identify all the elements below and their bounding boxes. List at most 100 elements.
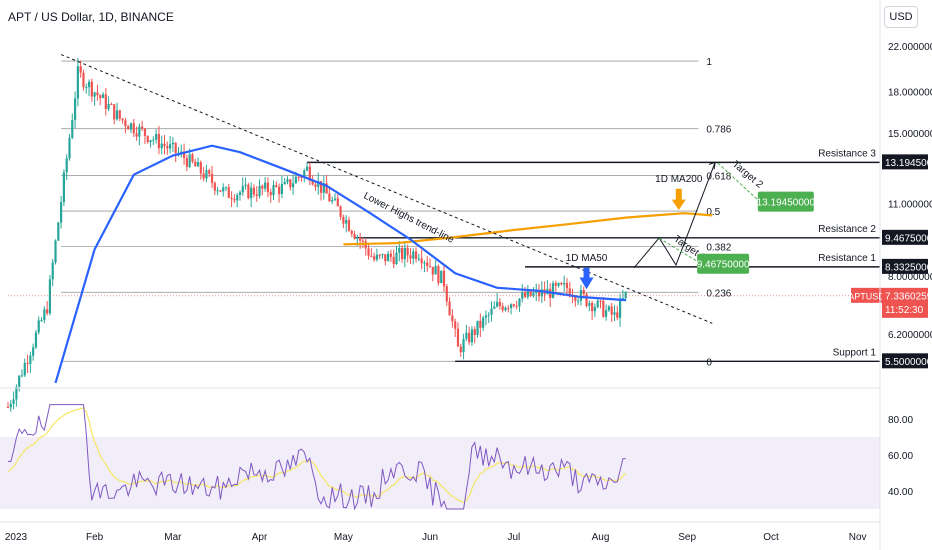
y-tick-label: 18.00000000 bbox=[888, 88, 932, 99]
candle-body bbox=[389, 253, 392, 257]
candle-body bbox=[300, 176, 303, 178]
candle-body bbox=[124, 120, 127, 127]
candle-body bbox=[532, 292, 535, 297]
candle-body bbox=[62, 172, 65, 203]
fib-label: 1 bbox=[706, 57, 712, 68]
candle-body bbox=[216, 190, 219, 192]
candle-body bbox=[487, 314, 490, 316]
candle-body bbox=[456, 328, 460, 347]
candle-body bbox=[188, 154, 191, 167]
candle-body bbox=[331, 199, 334, 202]
fib-label: 0.5 bbox=[706, 207, 720, 218]
fib-label: 0.382 bbox=[706, 242, 731, 253]
candle-body bbox=[46, 309, 49, 314]
candle-body bbox=[607, 306, 610, 311]
candle-body bbox=[180, 151, 183, 153]
candle-body bbox=[129, 123, 133, 130]
candle-body bbox=[507, 307, 510, 309]
candle-body bbox=[297, 176, 300, 178]
candle-body bbox=[591, 303, 594, 312]
candle-body bbox=[110, 103, 113, 105]
candle-body bbox=[423, 262, 426, 264]
candle-body bbox=[490, 308, 493, 315]
candle-body bbox=[138, 126, 141, 137]
candle-body bbox=[311, 180, 314, 185]
candle-body bbox=[378, 254, 381, 256]
candle-body bbox=[468, 332, 471, 343]
level-label: Resistance 3 bbox=[818, 148, 876, 159]
candle-body bbox=[367, 248, 370, 256]
candle-body bbox=[113, 104, 116, 120]
candle-body bbox=[319, 181, 323, 193]
level-price-tag-text: 8.33250000 bbox=[885, 262, 932, 273]
level-label: Support 1 bbox=[833, 347, 877, 358]
candle-body bbox=[400, 248, 404, 260]
candle-body bbox=[523, 292, 527, 297]
candle-body bbox=[426, 262, 429, 267]
candle-body bbox=[563, 282, 566, 285]
candle-body bbox=[621, 298, 624, 300]
candle-body bbox=[185, 158, 188, 167]
candle-body bbox=[236, 194, 239, 201]
candle-body bbox=[96, 92, 99, 96]
current-price-tag bbox=[882, 287, 928, 318]
candle-body bbox=[115, 110, 119, 120]
candle-body bbox=[255, 194, 258, 197]
candle-body bbox=[213, 182, 216, 191]
candle-body bbox=[51, 262, 54, 280]
level-label: Resistance 1 bbox=[818, 253, 876, 264]
current-price-tag-text: 7.33602595 bbox=[885, 291, 932, 302]
candle-body bbox=[420, 258, 423, 264]
candle-body bbox=[518, 298, 521, 307]
target1-box bbox=[697, 253, 750, 274]
ma50-arrow-icon bbox=[579, 267, 594, 290]
candle-body bbox=[40, 320, 43, 322]
candle-body bbox=[169, 144, 172, 149]
candle-body bbox=[384, 254, 387, 262]
candle-body bbox=[579, 289, 583, 301]
candle-body bbox=[448, 301, 451, 316]
candle-body bbox=[101, 94, 105, 99]
candle-body bbox=[459, 346, 462, 353]
candle-body bbox=[440, 270, 443, 284]
candle-body bbox=[445, 286, 448, 302]
candle-body bbox=[336, 198, 339, 207]
candles bbox=[6, 57, 627, 412]
candle-body bbox=[624, 291, 627, 299]
candle-body bbox=[15, 386, 18, 400]
candle-body bbox=[121, 118, 124, 121]
candle-body bbox=[328, 193, 331, 202]
candle-body bbox=[493, 306, 496, 309]
candle-body bbox=[322, 183, 325, 193]
candle-body bbox=[551, 283, 555, 298]
x-tick-label: Nov bbox=[849, 532, 867, 543]
candle-body bbox=[476, 320, 479, 335]
candle-body bbox=[347, 219, 351, 231]
candle-body bbox=[498, 301, 501, 307]
candle-body bbox=[37, 320, 40, 333]
currency-selector[interactable]: USD bbox=[884, 6, 918, 28]
candle-body bbox=[222, 187, 225, 192]
candle-body bbox=[414, 251, 418, 259]
x-tick-label: 2023 bbox=[5, 532, 28, 543]
candle-body bbox=[370, 255, 373, 257]
candle-body bbox=[65, 158, 68, 173]
fib-label: 0.786 bbox=[706, 125, 731, 136]
candle-body bbox=[247, 184, 250, 199]
candle-body bbox=[504, 307, 507, 311]
rsi-y-tick-label: 60.00 bbox=[888, 451, 913, 462]
candle-body bbox=[93, 92, 96, 97]
fib-label: 0.618 bbox=[706, 172, 731, 183]
candle-body bbox=[163, 143, 166, 147]
candle-body bbox=[261, 185, 264, 189]
candle-body bbox=[71, 120, 74, 138]
rsi-pane: 80.00 60.00 40.00 bbox=[0, 404, 913, 511]
candle-body bbox=[160, 143, 163, 149]
candle-body bbox=[588, 303, 591, 306]
candle-body bbox=[157, 133, 161, 149]
candle-body bbox=[339, 206, 342, 217]
candle-body bbox=[149, 140, 152, 143]
